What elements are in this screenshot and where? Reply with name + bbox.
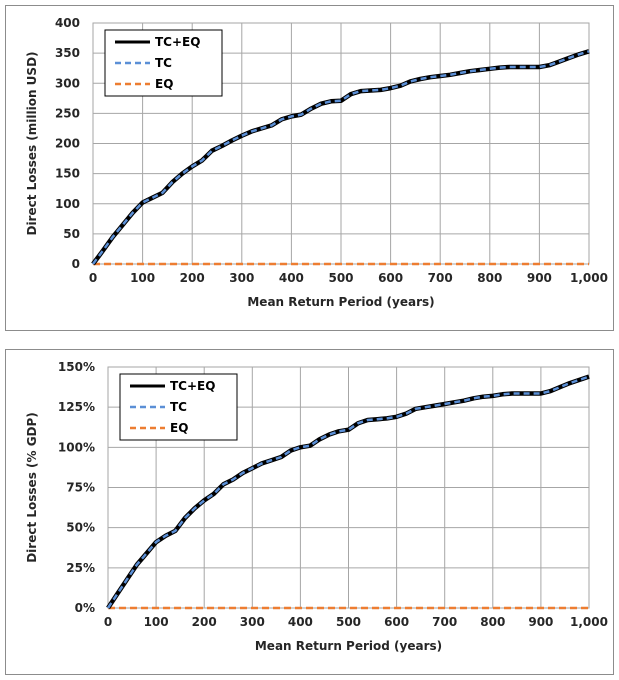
- x-tick-label: 0: [89, 271, 97, 285]
- x-tick-label: 0: [104, 615, 112, 629]
- x-tick-label: 300: [229, 271, 254, 285]
- y-tick-label: 200: [55, 137, 80, 151]
- x-tick-label: 600: [378, 271, 403, 285]
- x-tick-label: 900: [527, 271, 552, 285]
- legend: TC+EQ TC EQ: [104, 29, 223, 97]
- legend-label: TC+EQ: [155, 35, 200, 49]
- x-tick-label: 700: [428, 271, 453, 285]
- y-tick-label: 100: [55, 197, 80, 211]
- legend-label: EQ: [155, 77, 173, 91]
- series-line-tc: [106, 375, 590, 609]
- y-tick-label: 25%: [66, 561, 95, 575]
- series-line-tc: [91, 50, 590, 265]
- x-axis-title: Mean Return Period (years): [255, 639, 442, 653]
- y-tick-label: 100%: [58, 440, 95, 454]
- y-tick-label: 0: [72, 257, 80, 271]
- y-tick-label: 150%: [58, 360, 95, 374]
- y-tick-label: 350: [55, 46, 80, 60]
- y-axis-title: Direct Losses (% GDP): [25, 412, 39, 563]
- x-tick-label: 100: [144, 615, 169, 629]
- chart-panel-losses-gdp: 0 100 200 300 400 500 600 700 800 900 1,000 0% 25% 50…: [5, 349, 614, 675]
- x-tick-label: 1,000: [570, 271, 608, 285]
- x-tick-label: 100: [130, 271, 155, 285]
- y-tick-label: 50%: [66, 521, 95, 535]
- x-tick-label: 800: [477, 271, 502, 285]
- legend: TC+EQ TC EQ: [119, 373, 238, 441]
- x-tick-label: 200: [192, 615, 217, 629]
- x-tick-label: 500: [336, 615, 361, 629]
- legend-label: EQ: [170, 421, 188, 435]
- x-tick-label: 1,000: [570, 615, 608, 629]
- x-tick-label: 400: [279, 271, 304, 285]
- y-tick-label: 250: [55, 106, 80, 120]
- x-tick-label: 600: [384, 615, 409, 629]
- y-tick-label: 75%: [66, 481, 95, 495]
- y-tick-label: 400: [55, 16, 80, 30]
- chart-panel-losses-usd: 0 100 200 300 400 500 600 700 800 900 1,000 0 50 100 1…: [5, 5, 614, 331]
- y-tick-label: 300: [55, 76, 80, 90]
- chart-losses-usd: 0 100 200 300 400 500 600 700 800 900 1,000 0 50 100 1…: [25, 16, 608, 309]
- legend-label: TC: [155, 56, 172, 70]
- y-tick-label: 150: [55, 167, 80, 181]
- x-tick-label: 400: [288, 615, 313, 629]
- x-tick-label: 900: [528, 615, 553, 629]
- x-tick-label: 500: [328, 271, 353, 285]
- x-tick-label: 200: [180, 271, 205, 285]
- y-tick-label: 125%: [58, 400, 95, 414]
- x-tick-label: 300: [240, 615, 265, 629]
- y-tick-label: 0%: [75, 601, 95, 615]
- y-tick-label: 50: [63, 227, 80, 241]
- x-axis-title: Mean Return Period (years): [247, 295, 434, 309]
- x-tick-label: 700: [432, 615, 457, 629]
- y-axis-title: Direct Losses (million USD): [25, 51, 39, 235]
- chart-losses-gdp: 0 100 200 300 400 500 600 700 800 900 1,000 0% 25% 50…: [25, 360, 608, 653]
- x-tick-label: 800: [480, 615, 505, 629]
- legend-label: TC+EQ: [170, 379, 215, 393]
- legend-label: TC: [170, 400, 187, 414]
